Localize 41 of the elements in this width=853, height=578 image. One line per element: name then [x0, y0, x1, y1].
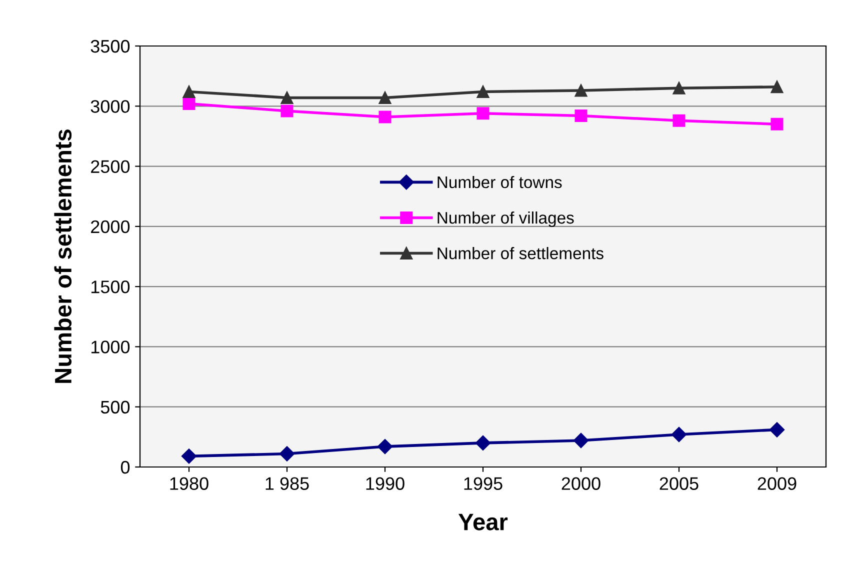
point [770, 80, 784, 94]
y-tick-label: 1500 [91, 280, 130, 294]
legend-label: Number of towns [438, 176, 562, 188]
point [574, 84, 588, 97]
y-axis-title: Number of settlements [54, 130, 72, 383]
point [280, 91, 294, 104]
x-tick-label: 1995 [464, 477, 502, 490]
y-tick-label: 3500 [90, 40, 130, 53]
point [280, 104, 294, 118]
point [574, 110, 588, 122]
x-tick-label: 2009 [758, 477, 796, 490]
y-tick-label: 500 [100, 400, 130, 414]
legend-label: Number of villages [438, 211, 574, 228]
y-tick-label: 0 [120, 460, 130, 474]
point [476, 85, 490, 98]
point [475, 435, 491, 451]
point [672, 82, 686, 94]
point [769, 422, 785, 438]
point [378, 110, 392, 124]
point [377, 438, 393, 454]
point [378, 91, 392, 104]
y-tick-label: 3000 [90, 100, 130, 113]
point [671, 426, 687, 442]
x-axis-title: Year [458, 514, 508, 530]
x-tick-label: 2005 [660, 477, 698, 490]
point [476, 107, 490, 120]
legend-label: Number of settlements [438, 247, 604, 260]
point [672, 114, 686, 127]
point [279, 446, 295, 462]
x-tick-label: 1990 [366, 477, 404, 490]
point [182, 85, 196, 98]
y-tick-label: 2000 [91, 220, 130, 234]
point [181, 448, 197, 464]
y-tick-label: 2500 [91, 160, 130, 174]
point [573, 432, 589, 448]
x-tick-label: 2000 [562, 477, 600, 490]
point [770, 118, 784, 130]
point [182, 97, 196, 110]
y-tick-label: 1000 [91, 340, 130, 354]
x-tick-label: 1 985 [266, 477, 309, 490]
x-tick-label: 1980 [170, 477, 208, 490]
